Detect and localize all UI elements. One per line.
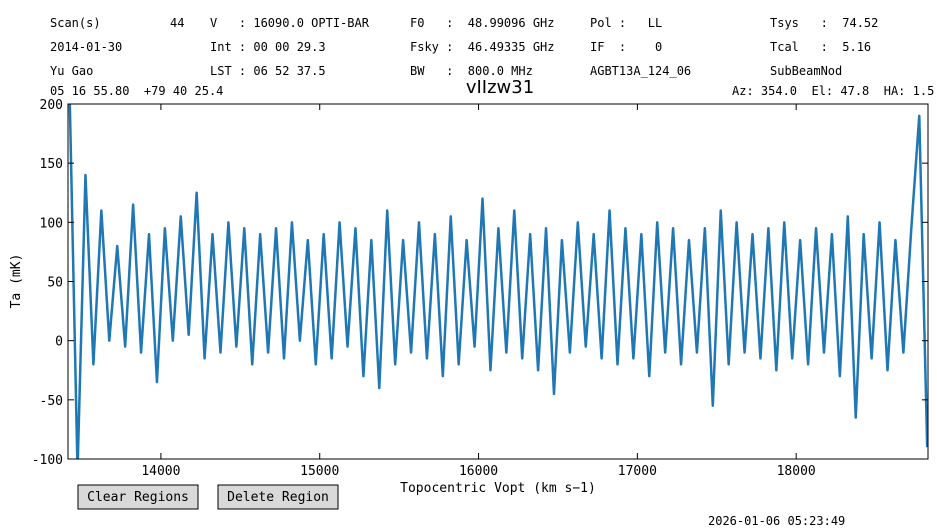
y-tick-label: -100: [32, 453, 63, 468]
timestamp: 2026-01-06 05:23:49: [708, 514, 845, 528]
button-label[interactable]: Delete Region: [227, 490, 329, 505]
header-field: LST : 06 52 37.5: [210, 64, 326, 78]
header-field: 2014-01-30: [50, 40, 122, 54]
header-field: Yu Gao: [50, 64, 93, 78]
y-tick-label: 100: [40, 216, 63, 231]
header-field: IF : 0: [590, 40, 662, 54]
y-tick-label: 0: [55, 335, 63, 350]
y-tick-label: 200: [40, 98, 63, 113]
x-tick-label: 18000: [777, 464, 816, 479]
header-field: 44: [170, 16, 184, 30]
x-tick-label: 17000: [618, 464, 657, 479]
spectrum-line: [68, 104, 928, 459]
x-tick-label: 14000: [141, 464, 180, 479]
header-field: Tcal : 5.16: [770, 40, 871, 54]
header-field: AGBT13A_124_06: [590, 64, 691, 78]
header-field: Scan(s): [50, 16, 101, 30]
y-tick-label: 50: [47, 276, 63, 291]
plot-frame: [67, 103, 929, 460]
pointing: Az: 354.0 El: 47.8 HA: 1.5: [732, 84, 934, 98]
header-field: Tsys : 74.52: [770, 16, 878, 30]
x-tick-label: 16000: [459, 464, 498, 479]
delete-region-button[interactable]: [217, 484, 339, 510]
header-field: SubBeamNod: [770, 64, 842, 78]
header-field: F0 : 48.99096 GHz: [410, 16, 555, 30]
coordinates: 05 16 55.80 +79 40 25.4: [50, 84, 223, 98]
header-field: BW : 800.0 MHz: [410, 64, 533, 78]
y-tick-label: -50: [40, 394, 63, 409]
y-tick-label: 150: [40, 157, 63, 172]
clear-regions-button[interactable]: [77, 484, 199, 510]
header-field: V : 16090.0 OPTI-BAR: [210, 16, 370, 30]
header-field: Fsky : 46.49335 GHz: [410, 40, 555, 54]
chart-title: vIIzw31: [466, 77, 534, 98]
x-tick-label: 15000: [300, 464, 339, 479]
x-axis-label: Topocentric Vopt (km s−1): [400, 481, 596, 496]
header-field: Pol : LL: [590, 16, 662, 30]
header-field: Int : 00 00 29.3: [210, 40, 326, 54]
y-axis-label: Ta (mK): [9, 254, 24, 309]
button-label[interactable]: Clear Regions: [87, 490, 189, 505]
